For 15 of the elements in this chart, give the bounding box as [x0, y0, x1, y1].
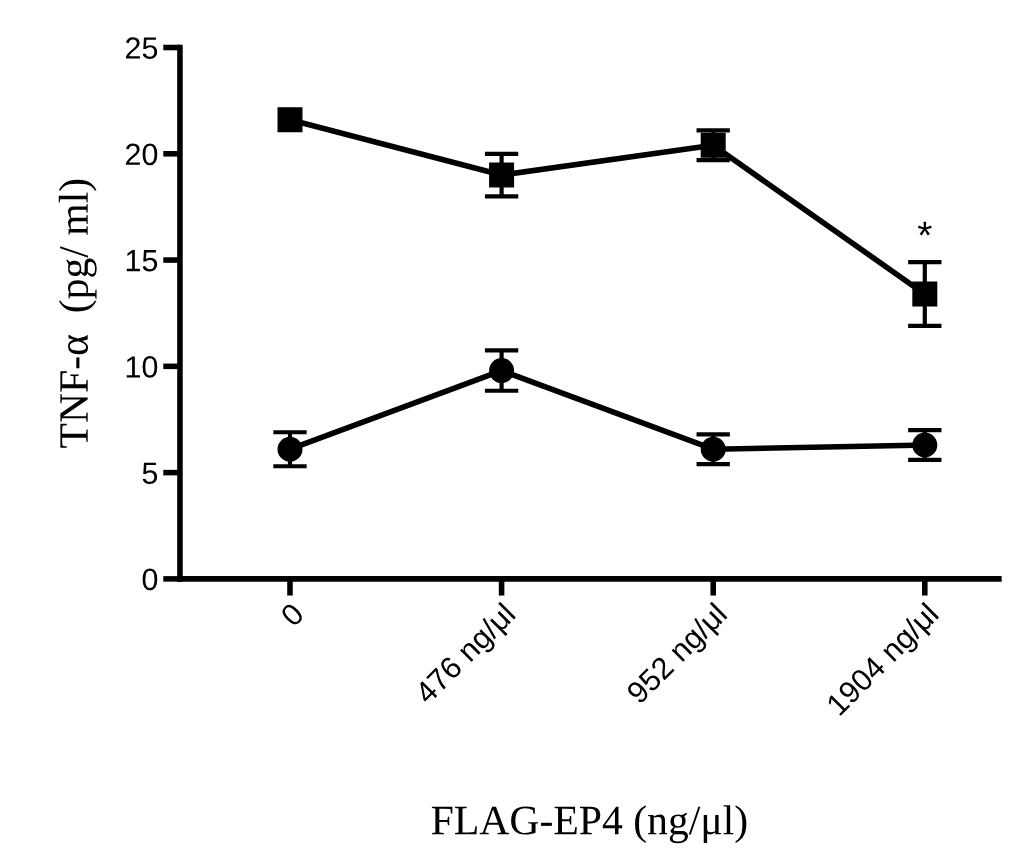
- point: [277, 436, 303, 462]
- point: [277, 107, 303, 133]
- annotation: *: [917, 221, 932, 236]
- y-tick-label: 5: [142, 462, 158, 484]
- y-tick-label: 0: [142, 568, 158, 591]
- point: [489, 162, 515, 188]
- point: [912, 281, 938, 307]
- x-tick-label: 0: [279, 601, 306, 628]
- point: [489, 358, 515, 384]
- x-axis-title: FLAG-EP4 (ng/μl): [431, 805, 747, 844]
- y-axis-title: TNF-α (pg/ ml): [58, 179, 97, 448]
- y-tick-label: 15: [126, 250, 158, 272]
- y-tick-label: 20: [125, 143, 158, 166]
- y-tick-label: 10: [126, 356, 158, 378]
- y-tick-label: 25: [125, 37, 158, 59]
